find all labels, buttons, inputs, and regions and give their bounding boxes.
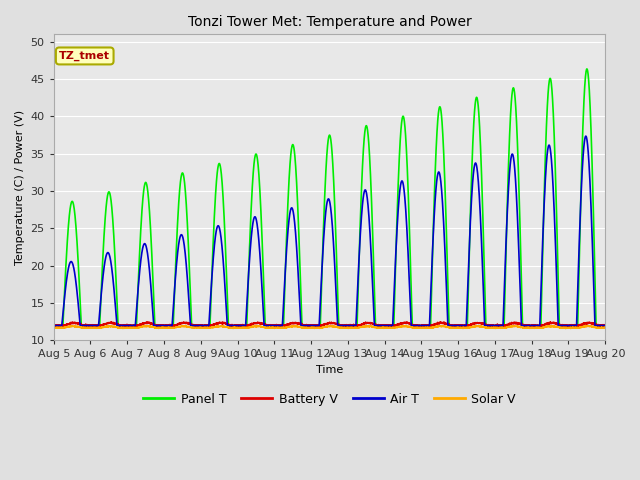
Panel T [602,323,609,328]
Panel T [393,221,401,227]
Solar V [601,325,609,331]
Panel T [204,323,212,328]
Air T [168,323,176,328]
Battery V [393,322,401,328]
Solar V [549,323,557,329]
Legend: Panel T, Battery V, Air T, Solar V: Panel T, Battery V, Air T, Solar V [138,388,521,411]
Panel T [583,66,591,72]
Solar V [292,323,300,328]
Air T [582,133,589,139]
Air T [50,323,58,328]
Solar V [50,324,58,330]
Battery V [602,323,609,328]
Solar V [393,324,401,330]
X-axis label: Time: Time [316,365,343,375]
Title: Tonzi Tower Met: Temperature and Power: Tonzi Tower Met: Temperature and Power [188,15,471,29]
Line: Air T: Air T [54,136,605,325]
Text: TZ_tmet: TZ_tmet [60,51,110,61]
Panel T [549,102,557,108]
Battery V [601,323,609,328]
Air T [383,323,391,328]
Battery V [204,322,212,328]
Panel T [168,323,176,328]
Panel T [383,323,391,328]
Line: Panel T: Panel T [54,69,605,325]
Air T [601,323,609,328]
Panel T [50,323,58,328]
Air T [549,179,557,185]
Battery V [168,323,176,328]
Solar V [204,324,212,330]
Solar V [383,325,391,331]
Solar V [168,325,176,331]
Y-axis label: Temperature (C) / Power (V): Temperature (C) / Power (V) [15,110,25,265]
Line: Battery V: Battery V [54,322,605,327]
Air T [204,323,212,328]
Battery V [549,320,557,325]
Solar V [562,325,570,331]
Line: Solar V: Solar V [54,325,605,328]
Battery V [90,324,98,330]
Battery V [50,323,58,328]
Air T [602,323,609,328]
Battery V [436,319,444,325]
Air T [393,230,401,236]
Battery V [383,323,391,328]
Solar V [602,324,609,330]
Panel T [601,323,609,328]
